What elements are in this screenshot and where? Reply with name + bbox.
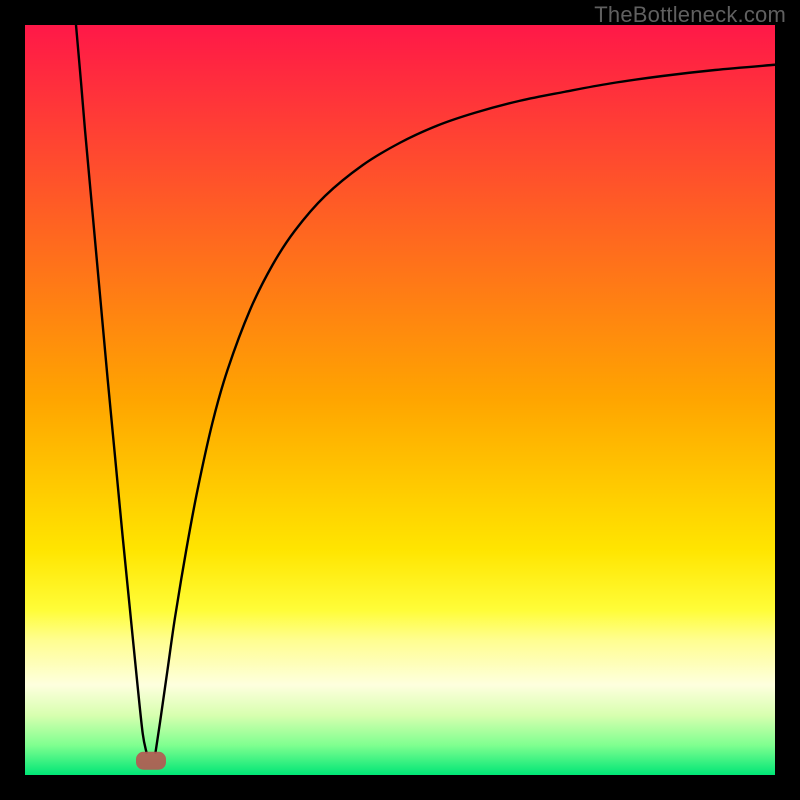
watermark-text: TheBottleneck.com [594, 2, 786, 28]
bottleneck-curve-chart [0, 0, 800, 800]
chart-stage: TheBottleneck.com [0, 0, 800, 800]
chart-background [25, 25, 775, 775]
optimum-marker [136, 752, 166, 770]
